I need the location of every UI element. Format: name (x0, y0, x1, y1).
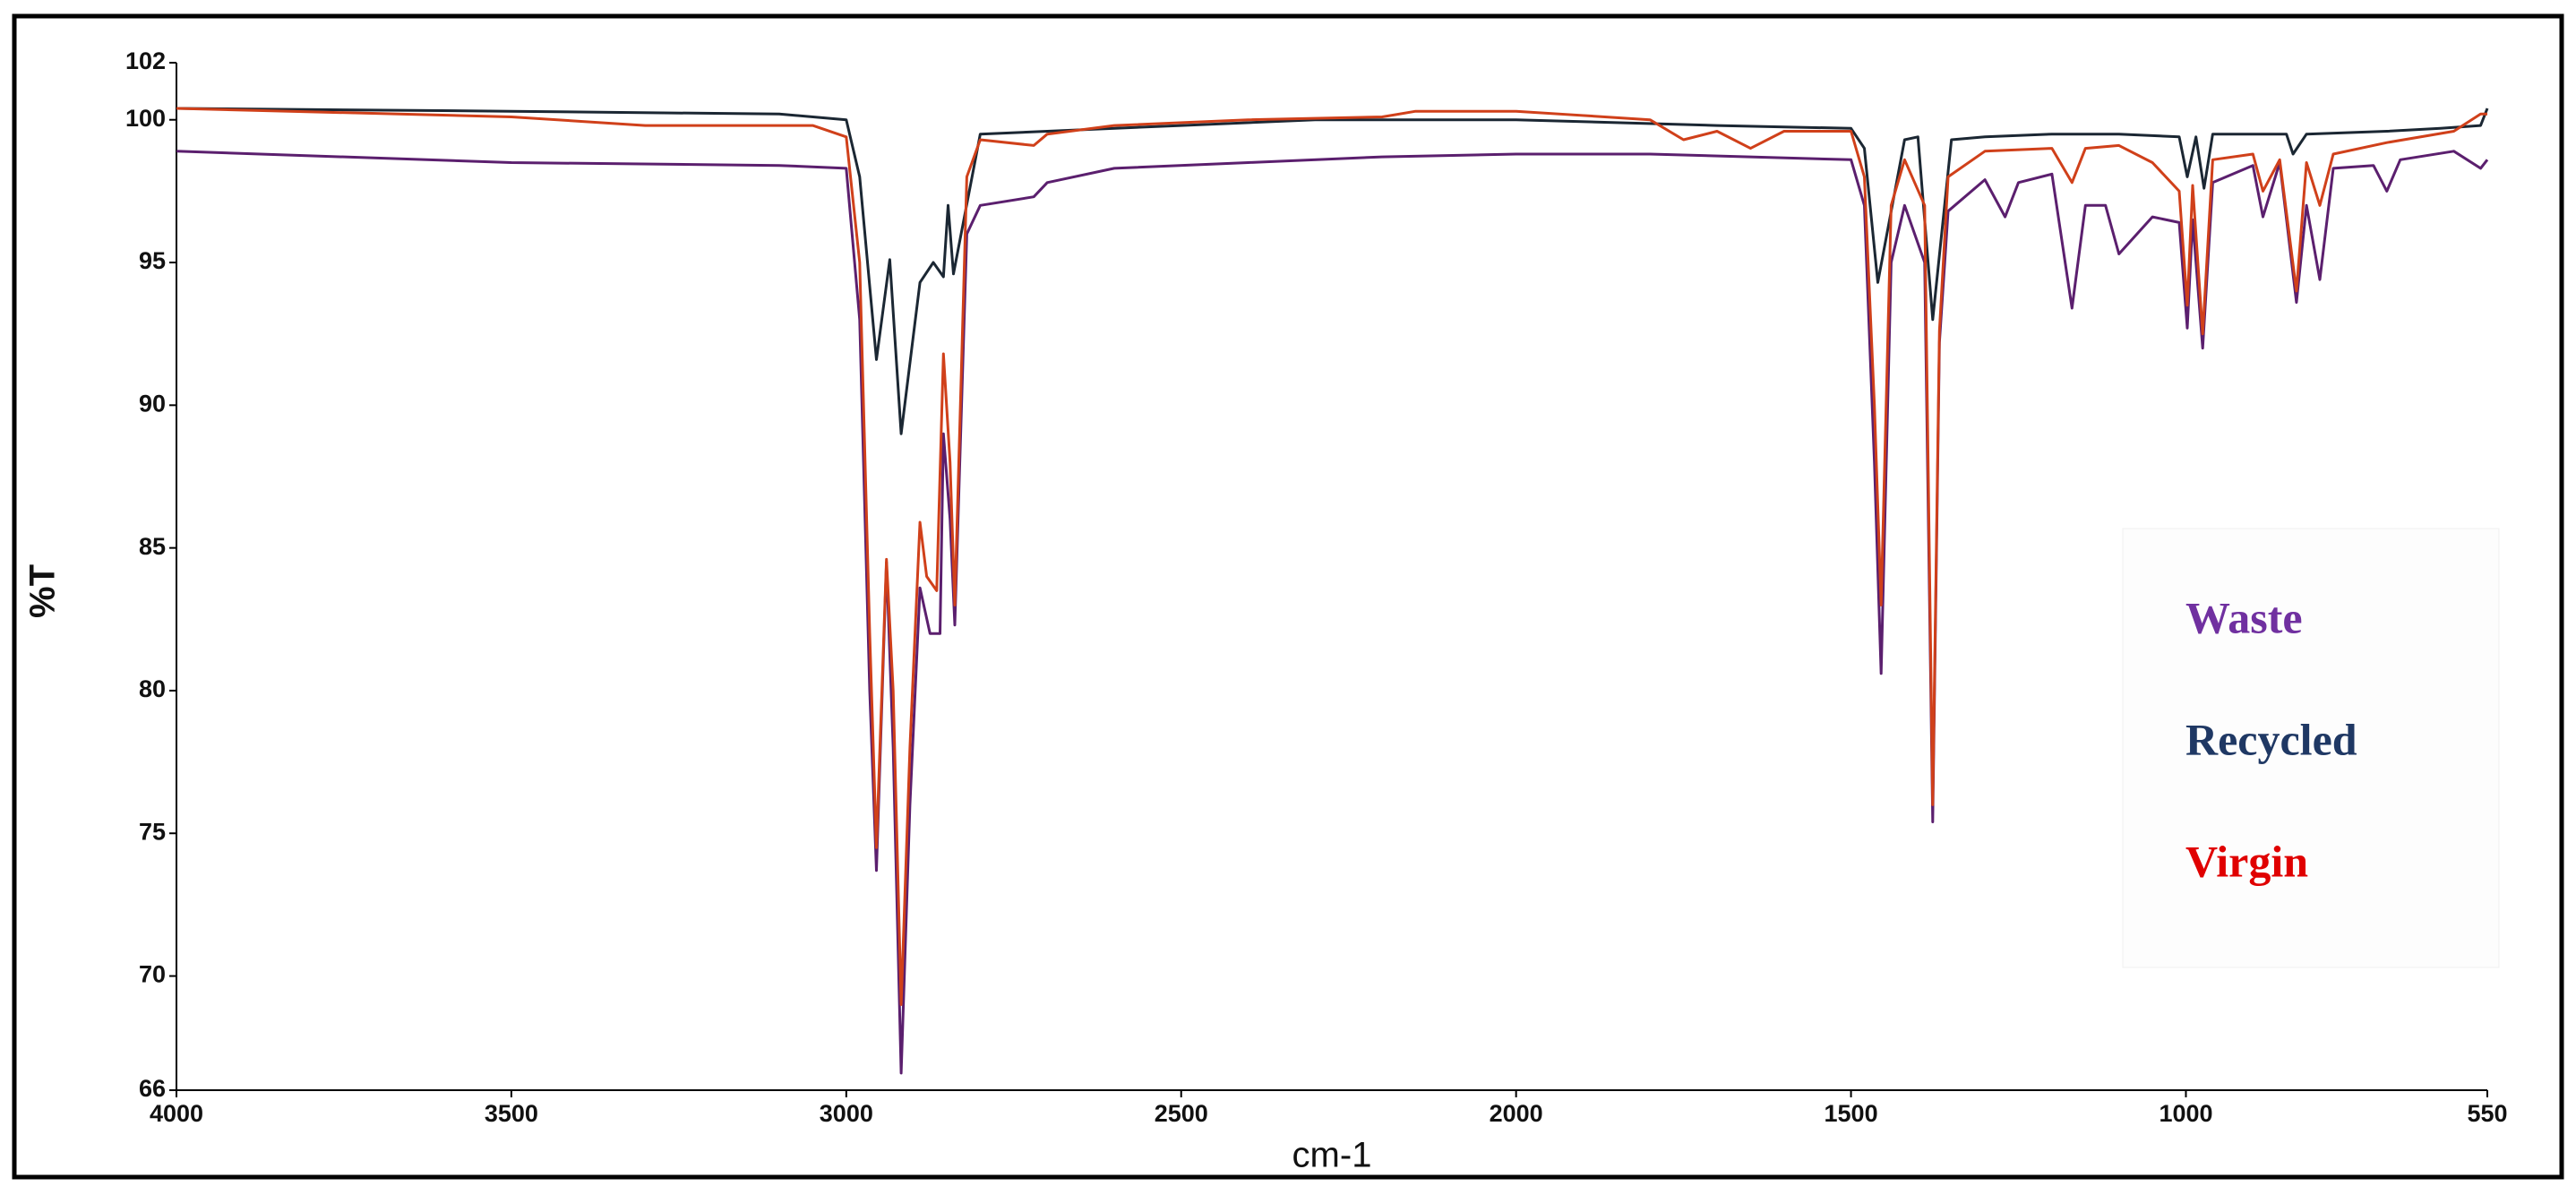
x-tick-label: 1000 (2159, 1100, 2212, 1127)
x-tick-label: 550 (2467, 1100, 2507, 1127)
x-tick-label: 2000 (1490, 1100, 1543, 1127)
y-tick-label: 90 (139, 390, 166, 417)
series-line (176, 107, 2489, 435)
y-tick-label: 100 (125, 105, 166, 132)
y-tick-label: 85 (139, 533, 166, 560)
y-tick-label: 102 (125, 47, 166, 74)
x-axis-label: cm-1 (1292, 1136, 1372, 1175)
legend-label: Virgin (2185, 836, 2308, 886)
legend-box (2122, 528, 2500, 968)
series-line (176, 107, 2487, 1006)
y-tick-label: 80 (139, 675, 166, 702)
y-tick-label: 66 (139, 1075, 166, 1102)
y-tick-label: 95 (139, 247, 166, 274)
x-tick-label: 3500 (485, 1100, 538, 1127)
x-tick-label: 3000 (820, 1100, 873, 1127)
legend-label: Waste (2185, 592, 2303, 642)
x-tick-label: 1500 (1825, 1100, 1878, 1127)
legend-label: Recycled (2185, 714, 2357, 764)
frame (12, 13, 2564, 1180)
y-axis-label: %T (23, 564, 63, 618)
x-tick-label: 4000 (150, 1100, 203, 1127)
y-tick-label: 70 (139, 961, 166, 988)
y-tick-label: 75 (139, 818, 166, 845)
series-line (176, 150, 2489, 1075)
x-tick-label: 2500 (1155, 1100, 1208, 1127)
